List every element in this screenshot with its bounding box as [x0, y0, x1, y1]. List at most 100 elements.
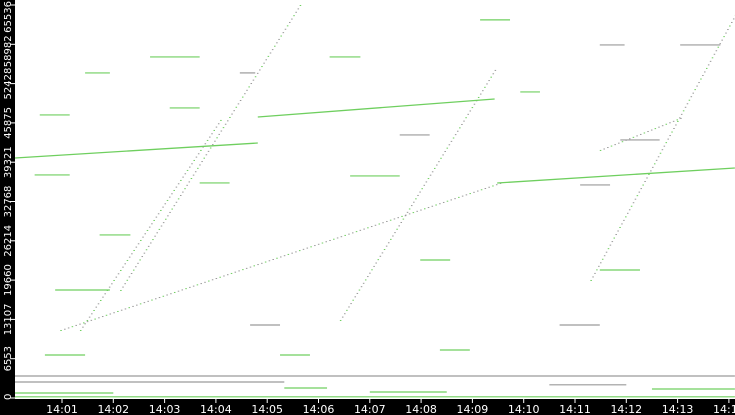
trace-point: [333, 238, 335, 240]
dotted-trace: [590, 14, 735, 281]
trace-point: [204, 281, 206, 283]
trace-point: [355, 231, 358, 233]
trace-point: [394, 232, 396, 234]
trace-point: [137, 243, 140, 245]
trace-point: [98, 317, 100, 319]
trace-point: [152, 239, 154, 241]
trace-point: [383, 249, 386, 251]
trace-point: [148, 226, 151, 228]
trace-point: [336, 237, 339, 239]
trace-point: [91, 313, 93, 315]
trace-point: [84, 323, 86, 325]
trace-point: [603, 148, 605, 150]
trace-point: [415, 198, 417, 200]
trace-point: [120, 309, 123, 311]
trace-point: [461, 195, 464, 197]
trace-point: [136, 304, 138, 306]
trace-point: [358, 289, 361, 291]
trace-point: [362, 282, 365, 284]
trace-point: [439, 203, 441, 205]
trace-point: [725, 32, 727, 34]
trace-point: [173, 291, 176, 293]
trace-point: [688, 99, 691, 101]
trace-point: [592, 276, 594, 278]
trace-point: [621, 223, 623, 225]
trace-point: [613, 237, 616, 239]
trace-point: [173, 205, 176, 207]
trace-point: [603, 255, 606, 257]
trace-point: [686, 103, 689, 105]
trace-point: [94, 318, 96, 320]
trace-point: [299, 5, 302, 6]
trace-point: [446, 200, 449, 202]
trace-point: [598, 265, 600, 267]
trace-point: [369, 272, 371, 274]
trace-point: [306, 247, 309, 249]
trace-point: [325, 241, 327, 243]
trace-point: [495, 184, 498, 186]
trace-point: [482, 90, 484, 92]
trace-point: [222, 127, 225, 129]
trace-point: [634, 198, 637, 200]
trace-point: [465, 194, 468, 196]
trace-point: [494, 69, 497, 71]
trace-point: [732, 18, 735, 20]
trace-point: [200, 283, 202, 285]
x-tick-label: 14:08: [405, 403, 437, 415]
trace-point: [596, 269, 598, 271]
trace-point: [640, 188, 642, 190]
trace-point: [420, 209, 422, 211]
trace-point: [600, 262, 602, 264]
trace-point: [143, 252, 146, 254]
trace-point: [673, 128, 675, 130]
trace-point: [97, 303, 100, 305]
x-axis-bar: [0, 399, 735, 415]
trace-point: [186, 169, 189, 171]
trace-point: [117, 310, 119, 312]
trace-point: [360, 286, 363, 288]
trace-point: [90, 319, 93, 321]
trace-point: [126, 279, 129, 281]
x-tick-label: 14:06: [303, 403, 335, 415]
trace-point: [139, 303, 142, 305]
trace-point: [632, 202, 635, 204]
trace-point: [402, 218, 405, 220]
trace-point: [215, 126, 218, 128]
trace-point: [467, 113, 469, 115]
trace-point: [658, 126, 660, 128]
trace-point: [390, 238, 392, 240]
trace-point: [166, 294, 168, 296]
trace-point: [644, 181, 646, 183]
trace-point: [93, 309, 95, 311]
trace-point: [329, 239, 331, 241]
trace-point: [636, 195, 639, 197]
trace-point: [450, 199, 453, 201]
trace-point: [226, 274, 229, 276]
trace-point: [200, 149, 202, 151]
trace-point: [663, 145, 666, 147]
trace-point: [115, 276, 118, 278]
trace-point: [713, 53, 716, 55]
trace-point: [484, 188, 487, 190]
trace-point: [261, 66, 263, 68]
trace-point: [207, 150, 210, 152]
trace-point: [274, 45, 276, 47]
trace-point: [284, 28, 287, 30]
trace-point: [669, 135, 671, 137]
trace-point: [104, 293, 106, 295]
dotted-trace: [79, 119, 222, 331]
trace-point: [419, 191, 421, 193]
trace-point: [442, 154, 444, 156]
trace-point: [182, 191, 184, 193]
x-tick-label: 14:10: [508, 403, 540, 415]
trace-point: [297, 8, 300, 10]
trace-point: [160, 209, 162, 211]
trace-point: [242, 269, 244, 271]
trace-point: [185, 288, 187, 290]
dotted-trace: [120, 5, 302, 291]
trace-point: [99, 299, 102, 301]
x-tick-label: 14:02: [97, 403, 129, 415]
trace-point: [717, 46, 720, 48]
trace-point: [671, 131, 673, 133]
trace-point: [215, 278, 218, 280]
